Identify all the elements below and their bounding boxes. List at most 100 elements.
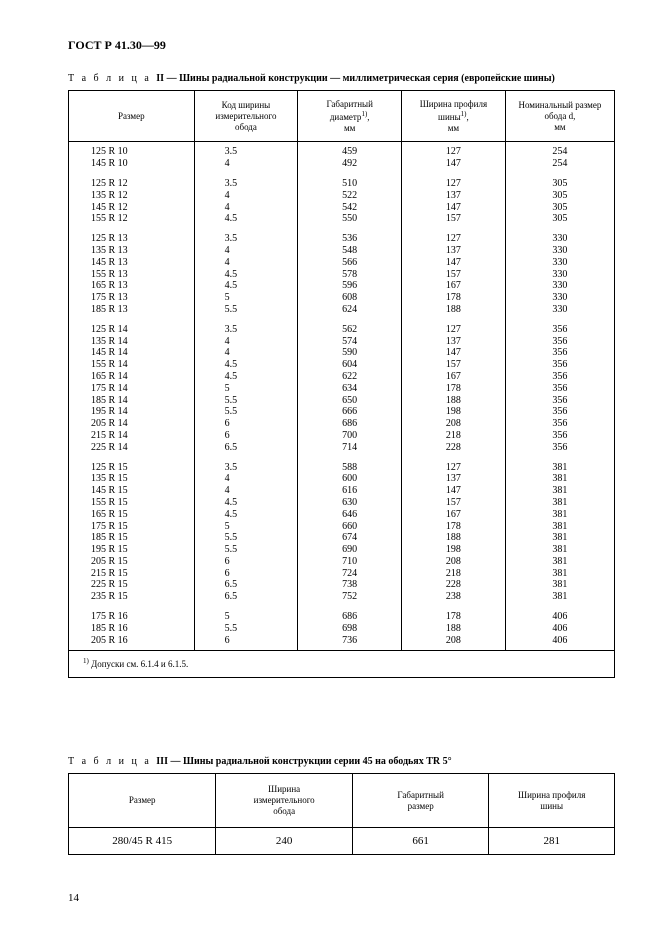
table2-value: 155 R 12 [69,213,194,225]
table2-value: 690 [298,544,401,556]
table2-value: 736 [298,635,401,647]
table2-cell: 3.5444.5 [194,174,298,229]
table2-caption-label: Т а б л и ц а [68,73,151,84]
table2-value: 188 [402,395,505,407]
table2-value: 406 [506,611,614,623]
table2-value: 178 [402,292,505,304]
table2-value: 6.5 [195,579,298,591]
table2-value: 624 [298,304,401,316]
table2-value: 646 [298,509,401,521]
table2-value: 588 [298,462,401,474]
table2-value: 381 [506,473,614,485]
table2-value: 616 [298,485,401,497]
table3-cell: 240 [216,827,353,854]
table2-value: 5.5 [195,544,298,556]
table2-cell: 3.5444.54.555.5 [194,229,298,320]
table2-value: 330 [506,269,614,281]
table2-value: 578 [298,269,401,281]
table3-caption: Т а б л и ц а III — Шины радиальной конс… [68,756,615,767]
table2-value: 356 [506,336,614,348]
table2-value: 4.5 [195,213,298,225]
table2-value: 175 R 13 [69,292,194,304]
table2-value: 147 [402,202,505,214]
table2-value: 752 [298,591,401,603]
table2-value: 3.5 [195,324,298,336]
table2-value: 596 [298,280,401,292]
table2-value: 381 [506,591,614,603]
table3-cell: 281 [489,827,615,854]
table3-header-row: РазмерШиринаизмерительногоободаГабаритны… [69,774,615,827]
page-number: 14 [68,892,79,904]
table2-value: 305 [506,190,614,202]
table2-value: 330 [506,245,614,257]
table2-value: 574 [298,336,401,348]
table2-value: 145 R 14 [69,347,194,359]
table2-value: 4.5 [195,269,298,281]
table2-value: 562 [298,324,401,336]
table2-value: 330 [506,257,614,269]
table2-value: 3.5 [195,233,298,245]
table2-value: 145 R 13 [69,257,194,269]
table2-header-row: РазмерКод шириныизмерительногоободаГабар… [69,91,615,142]
table2-value: 330 [506,304,614,316]
table2-cell: 127137147157167178188 [402,229,506,320]
table2-value: 5.5 [195,304,298,316]
table2-value: 165 R 15 [69,509,194,521]
table2-value: 137 [402,473,505,485]
table2-cluster-row: 125 R 13135 R 13145 R 13155 R 13165 R 13… [69,229,615,320]
table2-cell: 536548566578596608624 [298,229,402,320]
table3-cell: 661 [352,827,489,854]
table2-value: 205 R 15 [69,556,194,568]
table2-value: 167 [402,509,505,521]
table2-value: 195 R 15 [69,544,194,556]
table2-value: 5.5 [195,395,298,407]
table2-value: 381 [506,568,614,580]
table2-value: 604 [298,359,401,371]
table2-value: 208 [402,418,505,430]
table2-header-cell: Ширина профиляшины1),мм [402,91,506,142]
table2-cell: 459492 [298,142,402,174]
table2-cell: 127147 [402,142,506,174]
table2-value: 305 [506,202,614,214]
table2-value: 4.5 [195,371,298,383]
table2-value: 218 [402,430,505,442]
table2-value: 178 [402,383,505,395]
table2-value: 686 [298,418,401,430]
table2-value: 165 R 13 [69,280,194,292]
table2-cell: 125 R 15135 R 15145 R 15155 R 15165 R 15… [69,458,195,608]
table2-value: 698 [298,623,401,635]
table2-value: 228 [402,442,505,454]
table2-value: 492 [298,158,401,170]
table2-value: 305 [506,178,614,190]
table2-value: 137 [402,336,505,348]
table2-value: 127 [402,178,505,190]
table2-cluster-row: 175 R 16185 R 16205 R 1655.5668669873617… [69,607,615,651]
table2-value: 147 [402,347,505,359]
table2-caption-num: II [156,73,164,84]
table2-value: 550 [298,213,401,225]
table2-value: 381 [506,556,614,568]
table3-caption-label: Т а б л и ц а [68,756,151,767]
table2-value: 4 [195,257,298,269]
table2-value: 178 [402,611,505,623]
table2-value: 254 [506,158,614,170]
table2-value: 167 [402,371,505,383]
table2-value: 686 [298,611,401,623]
table2-value: 3.5 [195,462,298,474]
table2-value: 381 [506,521,614,533]
table2-value: 228 [402,579,505,591]
table2-cell: 3.5444.54.555.55.5666.5 [194,320,298,458]
table2-value: 406 [506,635,614,647]
table2-value: 600 [298,473,401,485]
table2-cell: 175 R 16185 R 16205 R 16 [69,607,195,651]
table2-value: 710 [298,556,401,568]
table2-value: 188 [402,623,505,635]
table2-value: 356 [506,418,614,430]
table2-value: 4 [195,190,298,202]
table2-value: 660 [298,521,401,533]
table2-value: 254 [506,146,614,158]
table2-cell: 588600616630646660674690710724738752 [298,458,402,608]
table2-value: 548 [298,245,401,257]
table2-value: 5 [195,611,298,623]
table2-cell: 3.5444.54.555.55.5666.56.5 [194,458,298,608]
